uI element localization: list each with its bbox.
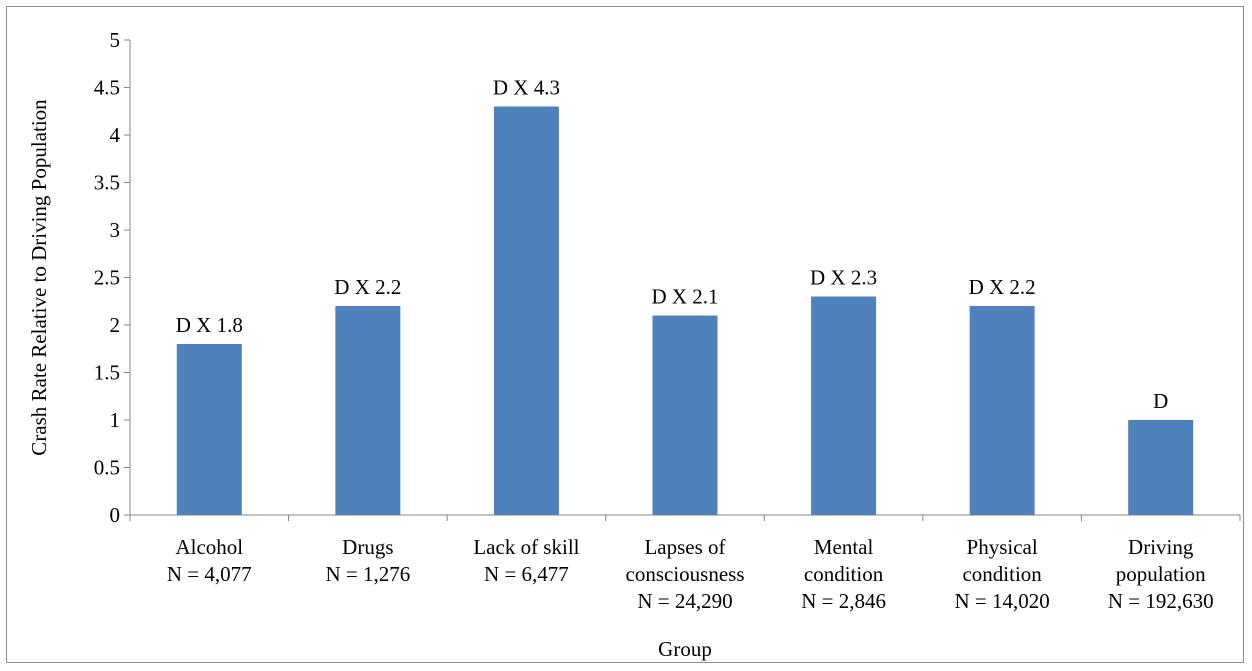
x-tick-label: Mental xyxy=(814,535,874,559)
x-tick-label: N = 14,020 xyxy=(955,589,1050,613)
data-label: D X 2.2 xyxy=(969,275,1036,299)
bar xyxy=(493,106,559,515)
x-tick-label: N = 4,077 xyxy=(167,562,252,586)
y-tick-label: 2 xyxy=(110,313,121,337)
chart-frame xyxy=(6,6,1244,663)
data-label: D X 1.8 xyxy=(176,313,243,337)
y-tick-label: 2.5 xyxy=(94,266,120,290)
data-label: D X 4.3 xyxy=(493,76,560,100)
x-axis-title: Group xyxy=(658,637,712,661)
data-label: D X 2.3 xyxy=(810,266,877,290)
data-label: D xyxy=(1153,389,1168,413)
bar xyxy=(652,315,718,515)
data-labels: D X 1.8 D X 2.2 D X 4.3 D X 2.1 D X 2.3 D X 2… xyxy=(176,76,1169,414)
x-tick-label: Alcohol xyxy=(175,535,243,559)
y-tick-label: 1 xyxy=(110,408,121,432)
y-tick-label: 1.5 xyxy=(94,361,120,385)
y-tick-label: 5 xyxy=(110,28,121,52)
y-tick-label: 3 xyxy=(110,218,121,242)
x-tick-label: Lack of skill xyxy=(473,535,579,559)
x-tick-label: N = 24,290 xyxy=(637,589,732,613)
x-tick-label: Lapses of xyxy=(644,535,725,559)
bar xyxy=(176,344,242,515)
x-tick-label: condition xyxy=(804,562,884,586)
x-tick-label: N = 1,276 xyxy=(325,562,410,586)
x-tick-label: condition xyxy=(962,562,1042,586)
bar xyxy=(335,306,401,515)
x-tick-label: Physical xyxy=(967,535,1038,559)
y-tick-label: 0.5 xyxy=(94,456,120,480)
x-tick-label: Driving xyxy=(1128,535,1194,559)
bar xyxy=(1128,420,1194,515)
y-tick-label: 4.5 xyxy=(94,76,120,100)
bar xyxy=(811,296,877,515)
bar xyxy=(969,306,1035,515)
data-label: D X 2.1 xyxy=(651,285,718,309)
x-tick-label: consciousness xyxy=(626,562,745,586)
y-tick-label: 0 xyxy=(110,503,121,527)
x-tick-label: population xyxy=(1116,562,1206,586)
y-tick-label: 3.5 xyxy=(94,171,120,195)
x-axis: Alcohol N = 4,077 Drugs N = 1,276 Lack of sk… xyxy=(129,514,1241,613)
data-label: D X 2.2 xyxy=(334,275,401,299)
x-tick-label: N = 6,477 xyxy=(484,562,569,586)
y-axis: 0 0.5 1 1.5 2 2.5 3 3.5 4 4.5 5 xyxy=(94,28,131,527)
x-tick-label: N = 192,630 xyxy=(1108,589,1214,613)
x-tick-label: Drugs xyxy=(342,535,393,559)
y-tick-label: 4 xyxy=(110,123,121,147)
bars xyxy=(176,106,1194,515)
y-axis-title: Crash Rate Relative to Driving Populatio… xyxy=(27,99,51,456)
x-tick-label: N = 2,846 xyxy=(801,589,886,613)
